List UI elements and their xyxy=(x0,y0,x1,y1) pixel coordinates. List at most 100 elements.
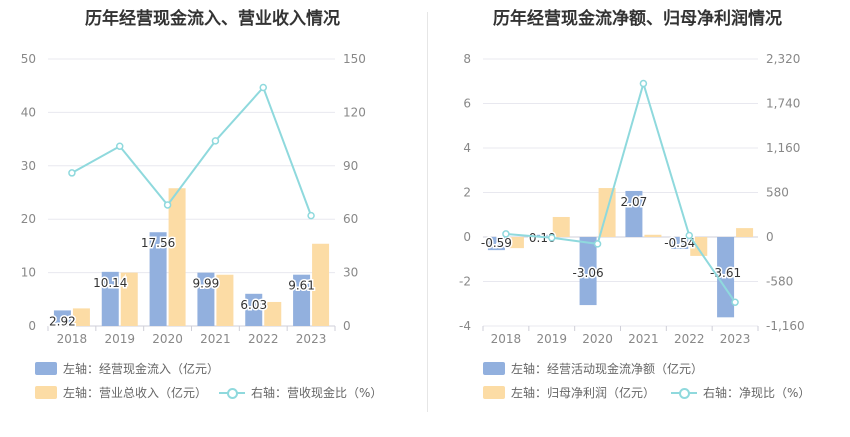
x-tick-label: 2023 xyxy=(720,332,751,346)
bar xyxy=(644,234,662,237)
bar xyxy=(312,243,330,326)
line-point xyxy=(68,169,76,177)
y-tick-label-left: 2 xyxy=(463,186,471,200)
x-tick-label: 2020 xyxy=(152,332,183,346)
y-tick-label-left: 10 xyxy=(21,266,36,280)
y-tick-label-left: 0 xyxy=(463,230,471,244)
line-point xyxy=(548,234,556,242)
panel-divider xyxy=(427,12,428,412)
data-label: -3.06 xyxy=(573,266,604,280)
y-tick-label-left: 30 xyxy=(21,159,36,173)
bar xyxy=(487,237,505,251)
bar xyxy=(552,216,570,237)
y-tick-label-right: 580 xyxy=(766,186,789,200)
legend-label: 左轴：经营现金流入（亿元） xyxy=(63,362,220,376)
y-tick-label-right: 30 xyxy=(343,266,358,280)
data-label: 6.03 xyxy=(240,298,267,312)
line-point xyxy=(593,240,602,248)
bar xyxy=(101,271,119,326)
y-tick-label-left: 8 xyxy=(463,52,471,66)
line-point xyxy=(211,137,220,145)
bar xyxy=(625,190,643,237)
data-label: 2.92 xyxy=(49,314,76,328)
bar xyxy=(168,188,186,326)
legend-label: 右轴：营收现金比（%） xyxy=(251,386,383,400)
legend: 左轴：经营活动现金流净额（亿元） 左轴：归母净利润（亿元） 右轴：净现比（%） xyxy=(483,360,850,410)
y-tick-label-left: 20 xyxy=(21,212,36,226)
y-tick-label-right: 2,320 xyxy=(766,52,800,66)
legend-item-bar2[interactable]: 左轴：归母净利润（亿元） xyxy=(483,384,655,401)
x-tick-label: 2020 xyxy=(582,332,613,346)
chart-title: 历年经营现金流入、营业收入情况 xyxy=(85,9,340,29)
legend: 左轴：经营现金流入（亿元） 左轴：营业总收入（亿元） 右轴：营收现金比（%） xyxy=(35,360,425,410)
legend-line-icon xyxy=(219,386,245,399)
y-tick-label-left: -4 xyxy=(459,319,471,333)
legend-item-bar2[interactable]: 左轴：营业总收入（亿元） xyxy=(35,384,207,401)
legend-item-bar1[interactable]: 左轴：经营活动现金流净额（亿元） xyxy=(483,360,703,377)
bar xyxy=(149,232,167,326)
data-label: 0.10 xyxy=(529,231,556,245)
data-label: 9.61 xyxy=(288,279,315,293)
line-point xyxy=(502,230,510,238)
legend-label: 右轴：净现比（%） xyxy=(703,386,811,400)
legend-swatch xyxy=(35,362,57,375)
line-point xyxy=(307,211,315,220)
chart-title: 历年经营现金流净额、归母净利润情况 xyxy=(493,9,782,29)
legend-item-bar1[interactable]: 左轴：经营现金流入（亿元） xyxy=(35,360,219,377)
legend-swatch xyxy=(483,386,505,399)
line-point xyxy=(163,201,172,209)
x-tick-label: 2023 xyxy=(296,332,327,346)
y-tick-label-right: 0 xyxy=(343,319,351,333)
y-tick-label-right: -1,160 xyxy=(766,319,805,333)
bar xyxy=(736,228,754,237)
legend-label: 左轴：经营活动现金流净额（亿元） xyxy=(511,362,704,376)
data-label: 2.07 xyxy=(621,195,648,209)
legend-item-line[interactable]: 右轴：营收现金比（%） xyxy=(219,384,382,401)
data-label: 17.56 xyxy=(141,236,175,250)
line-point xyxy=(639,79,648,88)
chart-svg-right: -4 -1,160 -2 -580 0 0 2 580 4 1,160 6 1,740 8 2,320 20… xyxy=(459,52,805,346)
x-tick-label: 2019 xyxy=(104,332,135,346)
series-line xyxy=(505,80,736,303)
bar xyxy=(671,237,689,250)
bar xyxy=(533,234,551,237)
x-tick-label: 2022 xyxy=(248,332,279,346)
legend-item-line[interactable]: 右轴：净现比（%） xyxy=(671,384,810,401)
y-tick-label-right: 0 xyxy=(766,230,774,244)
x-tick-label: 2018 xyxy=(491,332,522,346)
y-tick-label-right: 120 xyxy=(343,105,366,119)
legend-label: 左轴：营业总收入（亿元） xyxy=(63,386,208,400)
y-tick-label-left: 0 xyxy=(28,319,36,333)
x-tick-label: 2021 xyxy=(200,332,231,346)
bar xyxy=(245,293,263,326)
y-tick-label-right: 90 xyxy=(343,159,358,173)
bar xyxy=(717,237,735,318)
y-tick-label-left: 4 xyxy=(463,141,471,155)
bar xyxy=(579,237,597,306)
data-label: -0.59 xyxy=(481,236,512,250)
y-tick-label-right: -580 xyxy=(766,275,793,289)
y-tick-label-right: 1,740 xyxy=(766,97,800,111)
legend-swatch xyxy=(483,362,505,375)
y-tick-label-left: 6 xyxy=(463,97,471,111)
legend-label: 左轴：归母净利润（亿元） xyxy=(511,386,656,400)
bar xyxy=(216,274,234,326)
line-point xyxy=(731,298,739,306)
line-point xyxy=(685,231,693,240)
x-tick-label: 2021 xyxy=(628,332,659,346)
legend-swatch xyxy=(35,386,57,399)
chart-panel-right: 历年经营现金流净额、归母净利润情况 -4 -1,160 -2 -580 0 0 2 580 4 1… xyxy=(425,0,850,437)
chart-svg-left: 0 0 10 30 20 60 30 90 40 120 50 150 2018 2019 2020 2021… xyxy=(21,52,366,346)
bar xyxy=(264,301,282,326)
series-line xyxy=(71,85,313,216)
bar xyxy=(197,272,215,326)
bar xyxy=(506,237,524,249)
y-tick-label-left: 40 xyxy=(21,105,36,119)
y-tick-label-left: 50 xyxy=(21,52,36,66)
bar xyxy=(72,308,90,326)
bar xyxy=(120,272,138,326)
x-tick-label: 2022 xyxy=(674,332,705,346)
data-label: 10.14 xyxy=(93,276,127,290)
x-tick-label: 2019 xyxy=(536,332,567,346)
y-tick-label-right: 150 xyxy=(343,52,366,66)
